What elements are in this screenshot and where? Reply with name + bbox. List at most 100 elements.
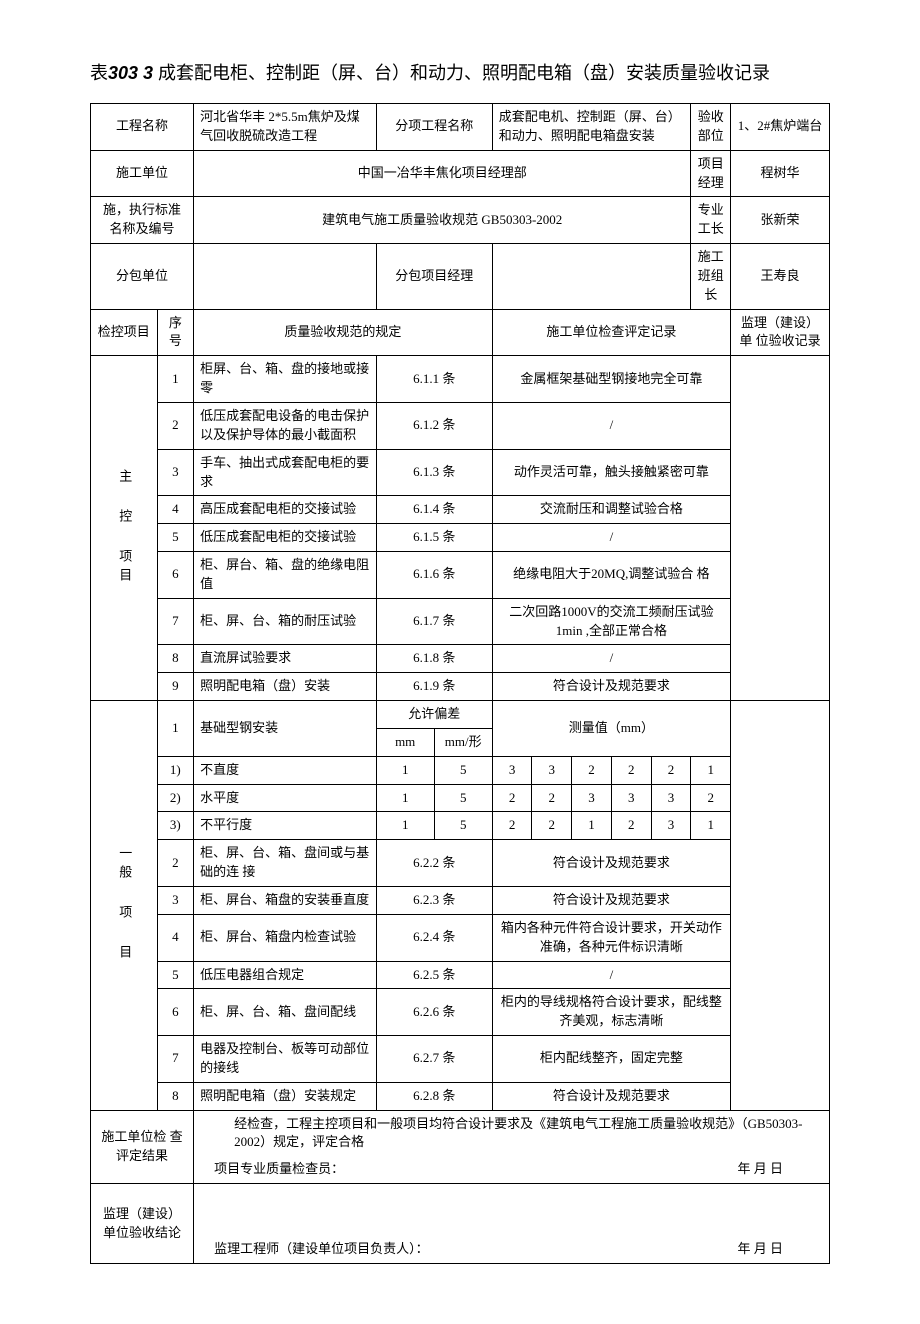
header-row: 分包单位 分包项目经理 施工班组长 王寿良	[91, 244, 830, 310]
supervise-blank	[194, 1184, 830, 1237]
clause: 6.2.7 条	[376, 1036, 492, 1083]
tol1: 1	[376, 812, 434, 840]
clause: 6.2.3 条	[376, 887, 492, 915]
clause: 6.1.9 条	[376, 673, 492, 701]
header-row: 施，执行标准名称及编号 建筑电气施工质量验收规范 GB50303-2002 专业…	[91, 197, 830, 244]
tol-mmx: mm/形	[434, 728, 492, 756]
clause: 6.1.8 条	[376, 645, 492, 673]
desc: 柜、屏台、箱盘的安装垂直度	[194, 887, 377, 915]
v: 1	[691, 756, 731, 784]
v: 3	[572, 784, 612, 812]
seq: 8	[157, 1082, 194, 1110]
check: 绝缘电阻大于20MQ,调整试验合 格	[492, 552, 730, 599]
seq: 4	[157, 914, 194, 961]
supervise-text: 监理工程师（建设单位项目负责人）：	[214, 1241, 429, 1256]
date-text: 年 月 日	[737, 1240, 823, 1259]
seq: 3	[157, 887, 194, 915]
inspector-line: 项目专业质量检查员： 年 月 日	[194, 1156, 830, 1183]
val-team-lead: 王寿良	[731, 244, 830, 310]
seq: 1	[157, 356, 194, 403]
clause: 6.2.4 条	[376, 914, 492, 961]
table-row: 6 柜、屏、台、箱、盘间配线 6.2.6 条 柜内的导线规格符合设计要求，配线整…	[91, 989, 830, 1036]
v: 2	[532, 784, 572, 812]
table-row: 9 照明配电箱（盘）安装 6.1.9 条 符合设计及规范要求	[91, 673, 830, 701]
desc: 柜、屏台、箱、盘的绝缘电阻值	[194, 552, 377, 599]
seq: 7	[157, 1036, 194, 1083]
label-sub-proj: 分项工程名称	[376, 104, 492, 151]
desc: 低压成套配电柜的交接试验	[194, 524, 377, 552]
supervise-cell	[731, 701, 830, 1111]
seq: 6	[157, 989, 194, 1036]
footer-supervise-sign: 监理工程师（建设单位项目负责人）： 年 月 日	[91, 1236, 830, 1263]
v: 3	[492, 756, 532, 784]
v: 3	[651, 812, 691, 840]
label-foreman: 专业工长	[691, 197, 731, 244]
footer-supervise: 监理（建设）单位验收结论	[91, 1184, 830, 1237]
clause: 6.1.7 条	[376, 598, 492, 645]
clause: 6.2.5 条	[376, 961, 492, 989]
tol2: 5	[434, 784, 492, 812]
check: /	[492, 645, 730, 673]
desc: 柜、屏、台、箱、盘间或与基础的连 接	[194, 840, 377, 887]
desc: 柜、屏、台、箱、盘间配线	[194, 989, 377, 1036]
desc: 柜、屏台、箱盘内检查试验	[194, 914, 377, 961]
table-row: 8 直流屏试验要求 6.1.8 条 /	[91, 645, 830, 673]
seq: 3	[157, 449, 194, 496]
tol1: 1	[376, 784, 434, 812]
check: 符合设计及规范要求	[492, 673, 730, 701]
main-items-label: 主 控 项目	[91, 356, 158, 701]
table-row: 一般 项 目 1 基础型钢安装 允许偏差 测量值（mm）	[91, 701, 830, 729]
seq: 9	[157, 673, 194, 701]
clause: 6.1.2 条	[376, 402, 492, 449]
val-accept-part: 1、2#焦炉端台	[731, 104, 830, 151]
desc: 照明配电箱（盘）安装	[194, 673, 377, 701]
check: 二次回路1000V的交流工频耐压试验1min ,全部正常合格	[492, 598, 730, 645]
v: 2	[611, 812, 651, 840]
label-accept-part: 验收部位	[691, 104, 731, 151]
v: 2	[492, 784, 532, 812]
check: 柜内配线整齐，固定完整	[492, 1036, 730, 1083]
seq: 2	[157, 840, 194, 887]
table-row: 7 柜、屏、台、箱的耐压试验 6.1.7 条 二次回路1000V的交流工频耐压试…	[91, 598, 830, 645]
check: 箱内各种元件符合设计要求，开关动作准确，各种元件标识清晰	[492, 914, 730, 961]
label-subcontract: 分包单位	[91, 244, 194, 310]
supervise-label: 监理（建设）单位验收结论	[91, 1184, 194, 1264]
check: /	[492, 961, 730, 989]
table-row: 3 柜、屏台、箱盘的安装垂直度 6.2.3 条 符合设计及规范要求	[91, 887, 830, 915]
col-check: 施工单位检查评定记录	[492, 309, 730, 356]
val-foreman: 张新荣	[731, 197, 830, 244]
clause: 6.1.4 条	[376, 496, 492, 524]
seq: 1)	[157, 756, 194, 784]
clause: 6.1.1 条	[376, 356, 492, 403]
constr-result-label: 施工单位检 查评定结果	[91, 1110, 194, 1184]
column-headers: 检控项目 序 号 质量验收规范的规定 施工单位检查评定记录 监理（建设）单 位验…	[91, 309, 830, 356]
clause: 6.1.6 条	[376, 552, 492, 599]
check: 符合设计及规范要求	[492, 887, 730, 915]
v: 2	[651, 756, 691, 784]
val-constr-unit: 中国一冶华丰焦化项目经理部	[194, 150, 691, 197]
seq: 2	[157, 402, 194, 449]
label-constr-unit: 施工单位	[91, 150, 194, 197]
val-pm: 程树华	[731, 150, 830, 197]
table-row: 2 柜、屏、台、箱、盘间或与基础的连 接 6.2.2 条 符合设计及规范要求	[91, 840, 830, 887]
header-row: 工程名称 河北省华丰 2*5.5m焦炉及煤气回收脱硫改造工程 分项工程名称 成套…	[91, 104, 830, 151]
seq: 3)	[157, 812, 194, 840]
val-sub-pm	[492, 244, 691, 310]
label-team-lead: 施工班组长	[691, 244, 731, 310]
meas-label: 测量值（mm）	[492, 701, 730, 757]
desc: 不直度	[194, 756, 377, 784]
desc: 不平行度	[194, 812, 377, 840]
check: /	[492, 524, 730, 552]
supervise-line: 监理工程师（建设单位项目负责人）： 年 月 日	[194, 1236, 830, 1263]
seq: 7	[157, 598, 194, 645]
v: 2	[572, 756, 612, 784]
desc: 直流屏试验要求	[194, 645, 377, 673]
val-proj-name: 河北省华丰 2*5.5m焦炉及煤气回收脱硫改造工程	[194, 104, 377, 151]
constr-result-text: 经检查，工程主控项目和一般项目均符合设计要求及《建筑电气工程施工质量验收规范》（…	[194, 1110, 830, 1156]
table-row: 主 控 项目 1 柜屏、台、箱、盘的接地或接零 6.1.1 条 金属框架基础型钢…	[91, 356, 830, 403]
seq: 1	[157, 701, 194, 757]
seq: 8	[157, 645, 194, 673]
v: 2	[611, 756, 651, 784]
desc: 电器及控制台、板等可动部位的接线	[194, 1036, 377, 1083]
date-text: 年 月 日	[737, 1160, 823, 1179]
